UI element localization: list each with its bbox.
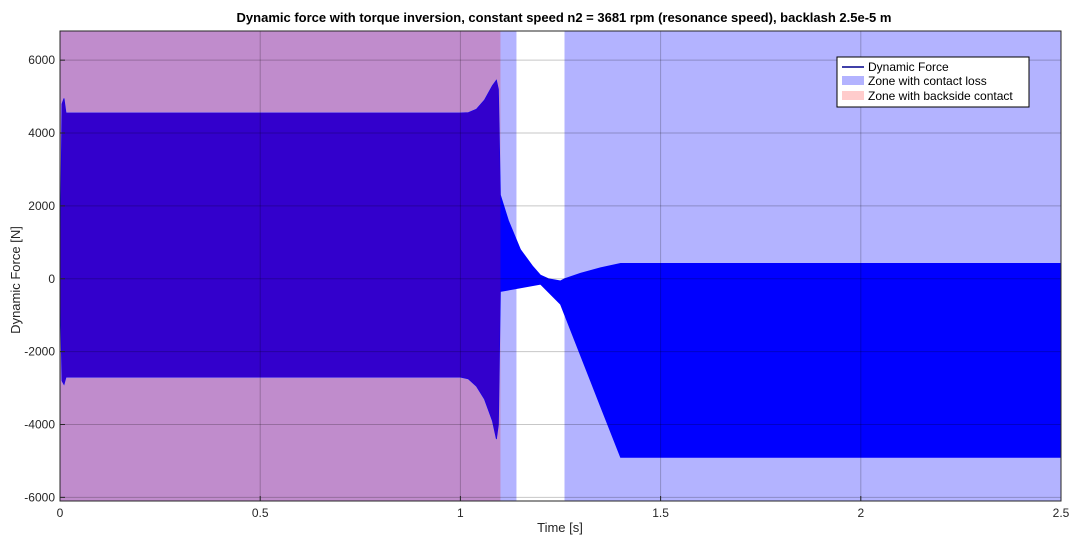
x-tick-label: 2.5 bbox=[1053, 506, 1070, 520]
legend-label-dynamic-force: Dynamic Force bbox=[868, 60, 949, 74]
plot-area bbox=[59, 30, 1062, 502]
x-tick-label: 1 bbox=[457, 506, 464, 520]
x-tick-label: 0 bbox=[57, 506, 64, 520]
y-tick-labels: -6000 -4000 -2000 0 2000 4000 6000 bbox=[24, 53, 65, 504]
x-tick-label: 2 bbox=[857, 506, 864, 520]
y-tick-label: -6000 bbox=[24, 490, 55, 504]
y-tick-label: -2000 bbox=[24, 345, 55, 359]
legend-swatch-contact-loss bbox=[842, 76, 864, 85]
x-tick-label: 1.5 bbox=[652, 506, 669, 520]
legend: Dynamic Force Zone with contact loss Zon… bbox=[836, 56, 1030, 108]
x-axis-label: Time [s] bbox=[537, 520, 583, 535]
legend-label-contact-loss: Zone with contact loss bbox=[868, 74, 987, 88]
x-tick-labels: 0 0.5 1 1.5 2 2.5 bbox=[57, 496, 1070, 520]
y-tick-label: 2000 bbox=[28, 199, 55, 213]
chart-title: Dynamic force with torque inversion, con… bbox=[237, 10, 892, 25]
legend-label-backside-contact: Zone with backside contact bbox=[868, 89, 1013, 103]
y-tick-label: 4000 bbox=[28, 126, 55, 140]
axes-box bbox=[59, 30, 1062, 502]
y-axis-label: Dynamic Force [N] bbox=[8, 226, 23, 334]
y-tick-label: 0 bbox=[48, 272, 55, 286]
y-tick-label: 6000 bbox=[28, 53, 55, 67]
legend-swatch-backside-contact bbox=[842, 91, 864, 100]
x-tick-label: 0.5 bbox=[252, 506, 269, 520]
legend-box bbox=[836, 56, 1030, 108]
y-tick-label: -4000 bbox=[24, 417, 55, 431]
